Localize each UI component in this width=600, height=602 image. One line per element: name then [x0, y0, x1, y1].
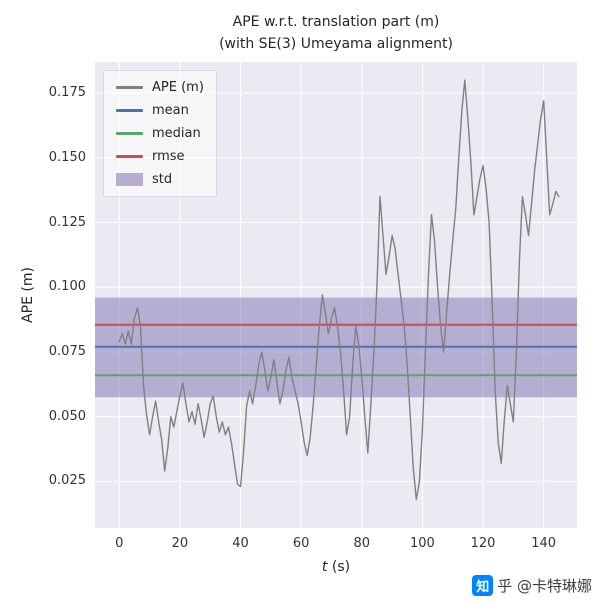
x-tick-label: 60: [292, 536, 310, 551]
x-axis-label-variable: t: [321, 559, 328, 575]
legend-line-swatch: [116, 132, 143, 135]
legend-item: APE (m): [116, 80, 204, 95]
legend-label: std: [152, 172, 173, 187]
legend-item: std: [116, 172, 204, 187]
ape-trace: [118, 79, 560, 501]
x-axis-label-unit: (s): [327, 559, 351, 575]
zhihu-logo-icon: 知: [472, 575, 494, 596]
legend-line-swatch: [116, 109, 143, 112]
legend-line-swatch: [116, 86, 143, 89]
y-tick-label: 0.125: [48, 214, 86, 230]
chart-subtitle: (with SE(3) Umeyama alignment): [219, 36, 453, 52]
y-tick-label: 0.075: [48, 343, 86, 359]
x-tick-label: 120: [470, 536, 496, 551]
legend-line-swatch: [116, 155, 143, 158]
watermark: 知 乎 @卡特琳娜: [472, 575, 592, 596]
legend-label: median: [152, 126, 201, 141]
x-tick-label: 20: [171, 536, 189, 551]
x-tick-label: 140: [531, 536, 557, 551]
legend-item: rmse: [116, 149, 204, 164]
x-tick-label: 100: [409, 536, 435, 551]
chart-title: APE w.r.t. translation part (m): [232, 14, 440, 30]
legend-item: median: [116, 126, 204, 141]
legend-patch-swatch: [116, 173, 143, 186]
x-tick-label: 80: [353, 536, 371, 551]
y-tick-label: 0.050: [48, 408, 86, 424]
x-tick-label: 40: [232, 536, 249, 551]
y-tick-label: 0.175: [48, 85, 86, 101]
x-axis-label: t (s): [95, 559, 577, 575]
y-tick-label: 0.025: [48, 473, 86, 489]
y-tick-label: 0.100: [48, 279, 86, 295]
y-axis-label: APE (m): [20, 267, 36, 323]
legend-label: rmse: [152, 149, 185, 164]
x-tick-label: 0: [115, 536, 124, 551]
legend-item: mean: [116, 103, 204, 118]
legend-label: mean: [152, 103, 189, 118]
legend: APE (m) mean median rmse std: [103, 70, 217, 197]
watermark-text: 乎 @卡特琳娜: [497, 577, 592, 595]
y-tick-label: 0.150: [48, 149, 86, 165]
legend-label: APE (m): [152, 80, 204, 95]
